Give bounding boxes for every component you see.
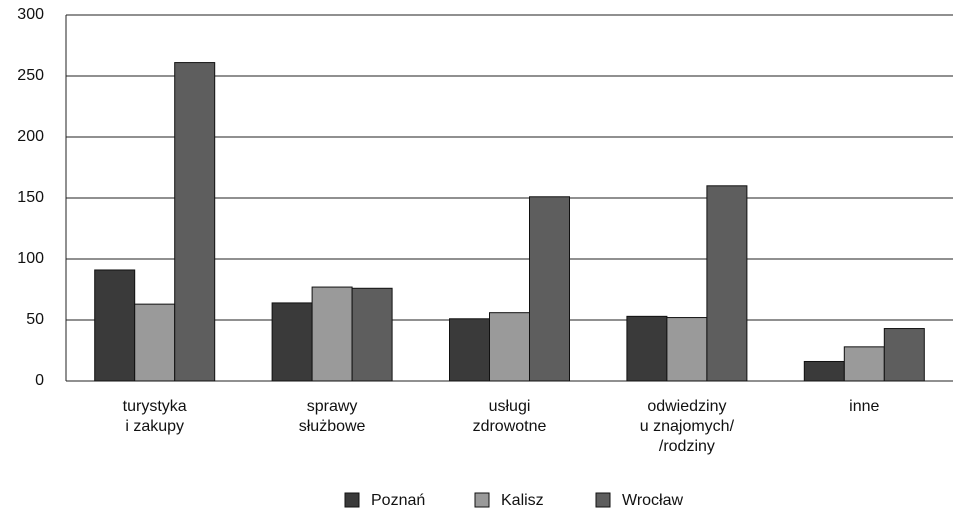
y-tick-label: 100 — [17, 250, 44, 267]
bar — [271, 302, 313, 382]
bar — [666, 317, 708, 382]
y-tick-label: 150 — [17, 189, 44, 206]
legend-label: Wrocław — [622, 492, 683, 508]
bar — [883, 328, 925, 382]
y-tick-label: 0 — [35, 372, 44, 389]
bar — [529, 196, 570, 382]
legend-swatch — [344, 492, 360, 508]
y-tick-label: 300 — [17, 6, 44, 23]
legend-swatch — [595, 492, 611, 508]
y-tick-label: 200 — [17, 128, 44, 145]
bar — [311, 286, 353, 382]
x-tick-label: inne — [849, 398, 880, 415]
x-tick-label: odwiedziny u znajomych/ /rodziny — [639, 398, 735, 455]
y-tick-label: 50 — [26, 311, 44, 328]
x-tick-label: usługi zdrowotne — [472, 398, 547, 435]
legend-label: Kalisz — [501, 492, 544, 508]
bar — [626, 315, 668, 382]
bar — [706, 185, 748, 382]
y-tick-label: 250 — [17, 67, 44, 84]
x-tick-label: sprawy służbowe — [298, 398, 366, 435]
bar — [489, 312, 530, 382]
legend-swatch — [474, 492, 490, 508]
bar — [843, 346, 885, 382]
bar — [134, 303, 176, 382]
bar — [174, 62, 216, 382]
bar — [449, 318, 490, 382]
bar — [803, 360, 845, 382]
x-tick-label: turystyka i zakupy — [122, 398, 187, 435]
bar — [94, 269, 136, 382]
bar — [351, 287, 393, 382]
legend-label: Poznań — [371, 492, 425, 508]
